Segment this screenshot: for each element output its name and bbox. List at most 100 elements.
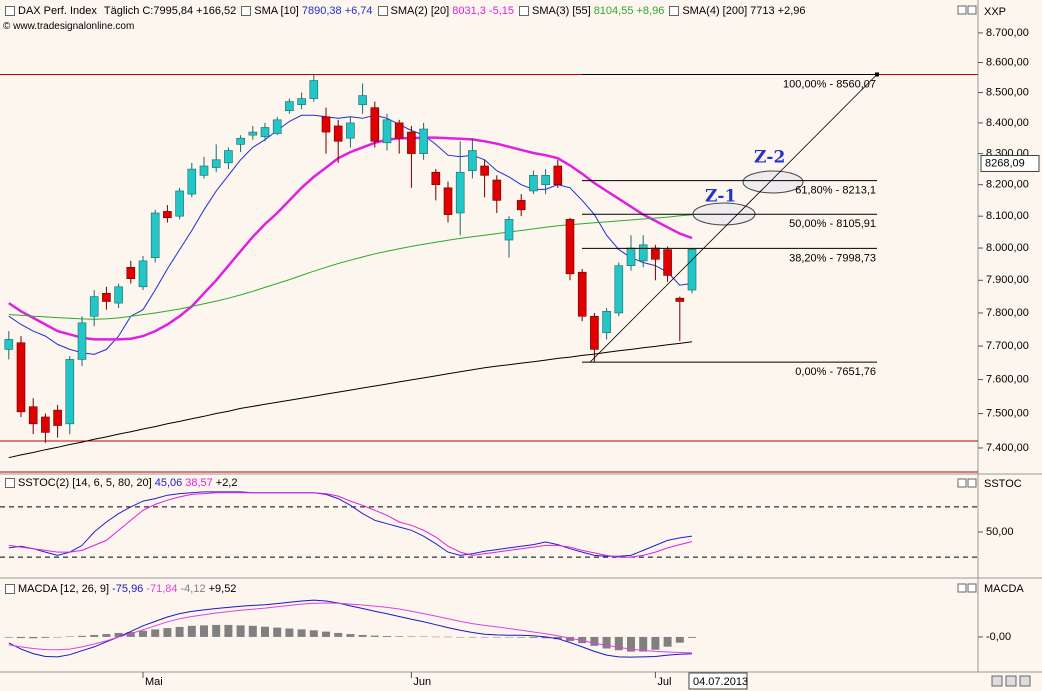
toolbar-icon[interactable] (991, 675, 1003, 687)
candle-body (675, 297, 685, 302)
histogram-bar (200, 625, 208, 637)
y-tick-label: 7.500,00 (986, 407, 1029, 419)
window-icon[interactable] (967, 478, 977, 488)
window-icon[interactable] (957, 5, 967, 15)
histogram-bar (370, 635, 379, 637)
y-tick-label: 8.100,00 (986, 210, 1029, 222)
histogram-bar (187, 625, 196, 637)
histogram-bar (431, 636, 440, 638)
fib-label: 50,00% - 8105,91 (789, 218, 876, 230)
candle-body (65, 359, 75, 425)
histogram-bar (17, 636, 25, 639)
candle-body (602, 311, 611, 334)
histogram-bar (505, 636, 513, 638)
y-tick-label: 7.400,00 (986, 442, 1029, 454)
cursor-date-box (688, 672, 748, 690)
indicator-title: SSTOC(2) [14, 6, 5, 80, 20] (18, 477, 152, 489)
histogram-bar (553, 636, 562, 640)
candle-body (126, 267, 136, 279)
candle-body (285, 101, 294, 112)
candle-body (614, 265, 624, 314)
candle-body (260, 127, 270, 137)
y-tick-label: 7.700,00 (986, 340, 1029, 352)
histogram-bar (41, 636, 50, 638)
histogram-bar (126, 632, 135, 637)
histogram-bar (419, 636, 428, 637)
sstoc-header: SSTOC(2) [14, 6, 5, 80, 20] 45,06 38,57 +2,… (3, 477, 237, 489)
histogram-bar (285, 628, 294, 637)
indicator-line (8, 599, 693, 658)
histogram-bar (102, 634, 111, 637)
candle-body (370, 107, 380, 142)
histogram-bar (261, 626, 269, 637)
candle-body (297, 98, 306, 105)
indicator-value: -71,84 (146, 583, 178, 595)
histogram-bar (4, 636, 13, 638)
cursor-price-box (980, 154, 1040, 172)
fib-label: 61,80% - 8213,1 (795, 185, 876, 197)
header-icon (241, 6, 252, 16)
last-value: C:7995,84 +166,52 (142, 5, 237, 17)
candle-body (577, 271, 587, 317)
cursor-price: 8268,09 (985, 157, 1025, 169)
y-tick-label: 8.600,00 (986, 56, 1029, 68)
candle-body (114, 286, 123, 304)
histogram-bar (492, 636, 501, 638)
candle-body (236, 137, 245, 145)
candle-body (41, 416, 50, 433)
indicator-line (8, 214, 693, 320)
indicator-line (8, 602, 693, 654)
window-icon[interactable] (967, 583, 977, 593)
toolbar-icon[interactable] (1005, 675, 1017, 687)
candle-body (651, 247, 660, 260)
window-icon[interactable] (957, 583, 967, 593)
indicator-line (8, 341, 693, 459)
x-tick-label: Jun (413, 676, 431, 688)
header-icon (669, 6, 680, 16)
candle-body (541, 175, 550, 185)
toolbar-icon[interactable] (1019, 675, 1031, 687)
axis-label: XXP (984, 6, 1006, 18)
header-icon (519, 6, 529, 16)
candle-body (4, 339, 14, 350)
indicator-change: +9,52 (208, 583, 237, 595)
trend-line (589, 74, 878, 363)
y-tick-label: 7.600,00 (986, 373, 1029, 385)
candle-body (138, 260, 148, 288)
legend-name: SMA(4) [200] (682, 5, 748, 17)
candle-body (590, 315, 599, 350)
window-icon[interactable] (957, 478, 967, 488)
period: Täglich (103, 5, 140, 17)
candle-body (16, 342, 26, 413)
fib-label: 100,00% - 8560,07 (783, 78, 876, 90)
histogram-bar (236, 625, 245, 637)
candle-body (272, 119, 282, 134)
candle-body (102, 293, 111, 302)
candle-body (565, 219, 575, 275)
indicator-line (8, 492, 693, 558)
axis-label: SSTOC (984, 478, 1022, 490)
candle-body (77, 322, 87, 360)
fib-handle (875, 72, 879, 77)
histogram-bar (383, 636, 391, 637)
candle-body (187, 168, 197, 195)
candle-body (358, 95, 367, 105)
axis-label: MACDA (984, 583, 1024, 595)
source-line: © www.tradesignalonline.com (3, 21, 134, 32)
fib-label: 38,20% - 7998,73 (789, 252, 876, 264)
candle-body (346, 122, 355, 139)
candle-body (468, 150, 477, 171)
histogram-bar (480, 636, 489, 638)
y-tick-label: 8.500,00 (986, 86, 1029, 98)
legend-value: 7890,38 +6,74 (301, 5, 373, 17)
candle-body (211, 159, 221, 168)
y-tick-label: 8.000,00 (986, 242, 1029, 254)
candle-body (150, 212, 160, 258)
window-icon[interactable] (967, 5, 977, 15)
histogram-bar (590, 636, 599, 646)
histogram-bar (468, 636, 477, 638)
annotation: Z-1 (705, 187, 736, 207)
indicator-change: +2,2 (215, 477, 238, 489)
